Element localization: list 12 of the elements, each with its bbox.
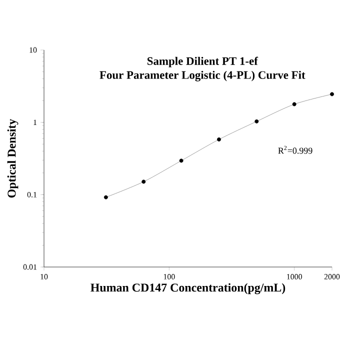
point (104, 195, 108, 200)
point (142, 180, 146, 184)
point (179, 158, 184, 163)
annotation: R$^{2}$=0.999 (278, 146, 312, 154)
x-axis-title: Human CD147 Concentration(pg/mL) (90, 283, 286, 294)
point (330, 92, 334, 96)
point (254, 119, 259, 124)
y-axis-title: Optical Density (7, 118, 18, 198)
text: Four Parameter Logistic (4-PL) Curve Fit (100, 70, 306, 82)
text: Sample Dilient PT 1-ef (147, 56, 258, 68)
point (216, 137, 221, 142)
point (292, 102, 296, 106)
